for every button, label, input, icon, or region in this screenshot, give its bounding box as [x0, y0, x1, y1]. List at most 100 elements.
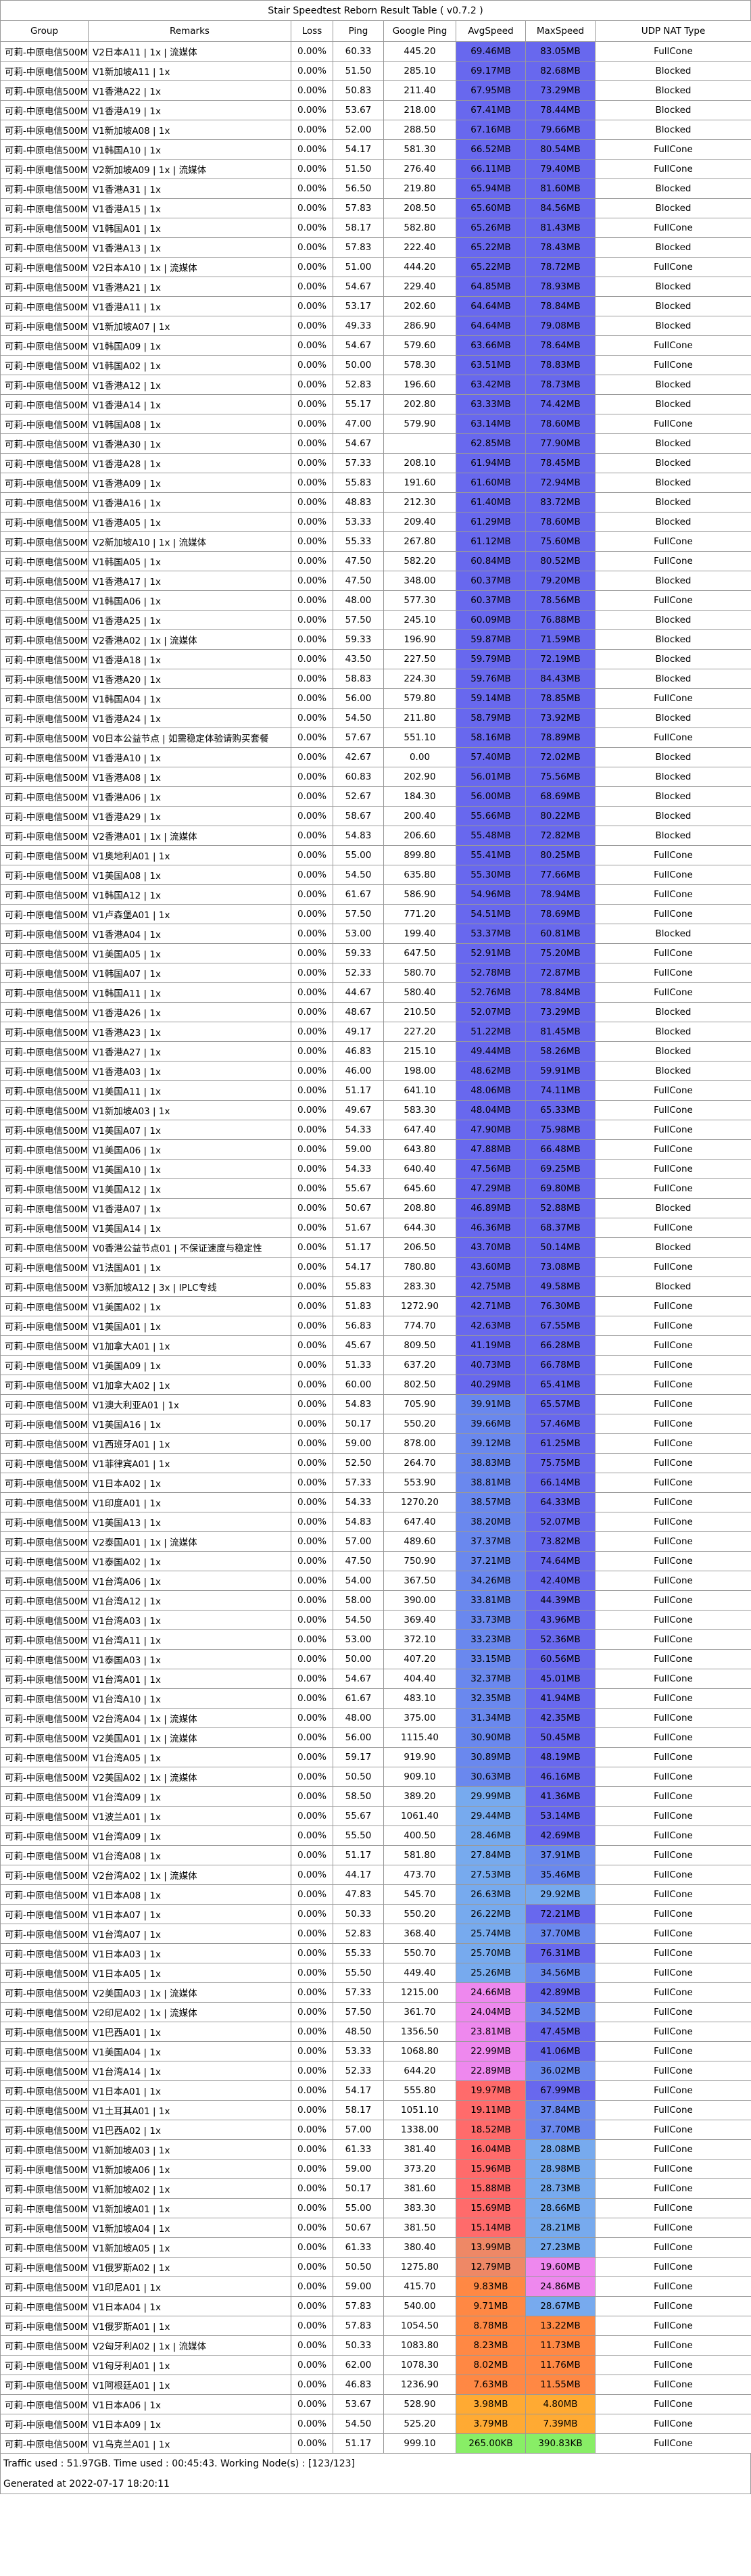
cell-google-ping: 635.80 [383, 865, 456, 885]
header-udp-nat-type: UDP NAT Type [595, 20, 751, 42]
cell-google-ping: 285.10 [383, 61, 456, 81]
cell-group: 可莉-中原电信500M [0, 473, 89, 493]
cell-loss: 0.00% [291, 1649, 333, 1669]
cell-ping: 57.00 [333, 2120, 384, 2140]
cell-google-ping: 647.50 [383, 943, 456, 963]
cell-udp-nat-type: FullCone [595, 1473, 751, 1493]
cell-google-ping: 208.80 [383, 1198, 456, 1218]
cell-ping: 59.00 [333, 2159, 384, 2179]
cell-udp-nat-type: FullCone [595, 1551, 751, 1571]
cell-avg-speed: 52.91MB [456, 943, 526, 963]
cell-ping: 52.83 [333, 375, 384, 395]
cell-remarks: V1新加坡A01 | 1x [88, 2198, 291, 2218]
cell-group: 可莉-中原电信500M [0, 2296, 89, 2316]
cell-remarks: V1香港A20 | 1x [88, 669, 291, 689]
cell-max-speed: 66.28MB [525, 1335, 596, 1356]
cell-udp-nat-type: FullCone [595, 1786, 751, 1807]
cell-max-speed: 84.56MB [525, 198, 596, 218]
cell-remarks: V1日本A08 | 1x [88, 1884, 291, 1905]
cell-remarks: V1新加坡A08 | 1x [88, 120, 291, 140]
cell-remarks: V1香港A09 | 1x [88, 473, 291, 493]
cell-group: 可莉-中原电信500M [0, 884, 89, 905]
cell-avg-speed: 42.75MB [456, 1277, 526, 1297]
cell-google-ping: 283.30 [383, 1277, 456, 1297]
cell-udp-nat-type: FullCone [595, 139, 751, 160]
cell-max-speed: 28.73MB [525, 2178, 596, 2199]
cell-google-ping: 579.60 [383, 335, 456, 356]
cell-group: 可莉-中原电信500M [0, 551, 89, 571]
table-row: 可莉-中原电信500M V2日本A11 | 1x | 流媒体 0.00% 60.33 4… [0, 41, 751, 62]
table-row: 可莉-中原电信500M V2台湾A04 | 1x | 流媒体 0.00% 48.00 3… [0, 1708, 751, 1728]
cell-ping: 51.83 [333, 1296, 384, 1316]
cell-loss: 0.00% [291, 1316, 333, 1336]
cell-group: 可莉-中原电信500M [0, 610, 89, 630]
cell-ping: 47.83 [333, 1884, 384, 1905]
cell-group: 可莉-中原电信500M [0, 120, 89, 140]
table-row: 可莉-中原电信500M V1新加坡A03 | 1x 0.00% 49.67 583.30… [0, 1100, 751, 1120]
cell-ping: 62.00 [333, 2355, 384, 2375]
cell-google-ping: 372.10 [383, 1629, 456, 1650]
table-row: 可莉-中原电信500M V1香港A16 | 1x 0.00% 48.83 212.30 6… [0, 492, 751, 512]
cell-max-speed: 60.81MB [525, 924, 596, 944]
cell-ping: 59.33 [333, 943, 384, 963]
cell-remarks: V1西班牙A01 | 1x [88, 1433, 291, 1454]
cell-avg-speed: 58.16MB [456, 728, 526, 748]
cell-loss: 0.00% [291, 1531, 333, 1552]
cell-ping: 57.83 [333, 2296, 384, 2316]
cell-udp-nat-type: FullCone [595, 1257, 751, 1277]
cell-google-ping: 415.70 [383, 2276, 456, 2297]
cell-group: 可莉-中原电信500M [0, 982, 89, 1003]
cell-google-ping: 224.30 [383, 669, 456, 689]
cell-ping: 48.50 [333, 2022, 384, 2042]
cell-max-speed: 37.84MB [525, 2100, 596, 2120]
cell-udp-nat-type: FullCone [595, 1943, 751, 1963]
cell-ping: 51.17 [333, 1845, 384, 1865]
cell-avg-speed: 15.69MB [456, 2198, 526, 2218]
cell-avg-speed: 27.84MB [456, 1845, 526, 1865]
cell-group: 可莉-中原电信500M [0, 1394, 89, 1414]
cell-loss: 0.00% [291, 747, 333, 767]
cell-avg-speed: 52.78MB [456, 963, 526, 983]
cell-google-ping: 645.60 [383, 1178, 456, 1199]
cell-loss: 0.00% [291, 335, 333, 356]
cell-avg-speed: 61.29MB [456, 512, 526, 532]
cell-group: 可莉-中原电信500M [0, 178, 89, 199]
cell-remarks: V1土耳其A01 | 1x [88, 2100, 291, 2120]
cell-loss: 0.00% [291, 2355, 333, 2375]
cell-udp-nat-type: FullCone [595, 2237, 751, 2258]
cell-udp-nat-type: Blocked [595, 296, 751, 316]
cell-remarks: V1巴西A01 | 1x [88, 2022, 291, 2042]
cell-max-speed: 66.48MB [525, 1139, 596, 1160]
cell-group: 可莉-中原电信500M [0, 1022, 89, 1042]
cell-ping: 49.67 [333, 1100, 384, 1120]
cell-avg-speed: 66.11MB [456, 159, 526, 179]
cell-udp-nat-type: Blocked [595, 473, 751, 493]
cell-remarks: V1日本A04 | 1x [88, 2296, 291, 2316]
cell-udp-nat-type: FullCone [595, 2198, 751, 2218]
cell-max-speed: 37.70MB [525, 2120, 596, 2140]
cell-group: 可莉-中原电信500M [0, 139, 89, 160]
cell-group: 可莉-中原电信500M [0, 1786, 89, 1807]
cell-ping: 52.67 [333, 786, 384, 807]
cell-google-ping: 641.10 [383, 1080, 456, 1101]
cell-remarks: V1加拿大A01 | 1x [88, 1335, 291, 1356]
cell-max-speed: 43.96MB [525, 1610, 596, 1630]
cell-loss: 0.00% [291, 414, 333, 434]
cell-google-ping: 1338.00 [383, 2120, 456, 2140]
table-row: 可莉-中原电信500M V1香港A04 | 1x 0.00% 53.00 199.40 5… [0, 924, 751, 944]
cell-max-speed: 72.02MB [525, 747, 596, 767]
cell-group: 可莉-中原电信500M [0, 1355, 89, 1375]
cell-max-speed: 78.89MB [525, 728, 596, 748]
cell-ping: 57.83 [333, 237, 384, 258]
cell-avg-speed: 60.09MB [456, 610, 526, 630]
cell-ping: 50.17 [333, 1414, 384, 1434]
cell-group: 可莉-中原电信500M [0, 2237, 89, 2258]
cell-group: 可莉-中原电信500M [0, 2355, 89, 2375]
cell-loss: 0.00% [291, 1512, 333, 1532]
cell-loss: 0.00% [291, 767, 333, 787]
cell-remarks: V1日本A09 | 1x [88, 2414, 291, 2434]
cell-google-ping: 212.30 [383, 492, 456, 512]
cell-udp-nat-type: FullCone [595, 2139, 751, 2160]
cell-google-ping: 202.80 [383, 394, 456, 414]
cell-max-speed: 67.99MB [525, 2080, 596, 2101]
